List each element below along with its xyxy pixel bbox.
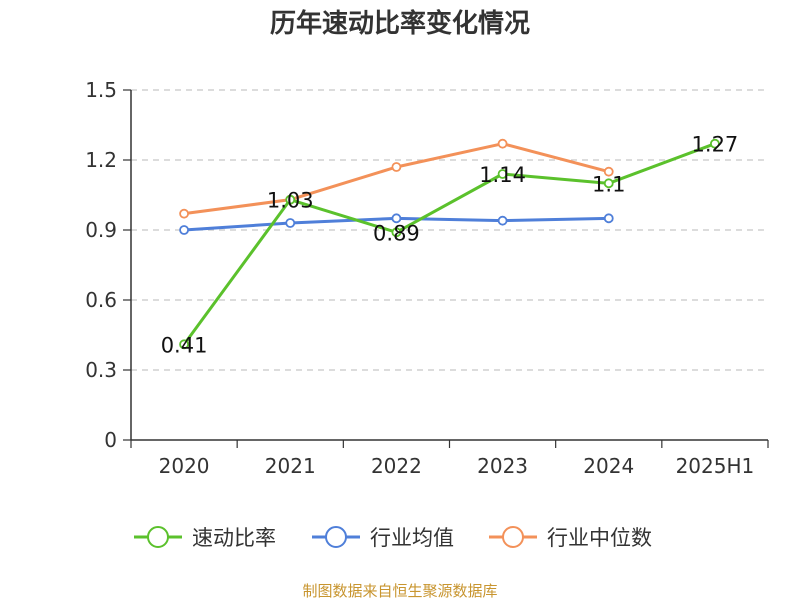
y-tick-label: 0 [104,428,117,452]
x-tick-label: 2020 [159,454,210,478]
data-label: 1.1 [592,172,625,196]
source-note: 制图数据来自恒生聚源数据库 [302,582,497,600]
series-point-2 [391,162,402,172]
data-label: 0.89 [373,221,420,245]
series-point-1 [603,213,614,224]
series-point-0 [497,169,508,179]
series-point-1 [285,218,296,228]
series-point-1 [179,225,189,235]
y-tick-label: 0.9 [85,218,117,242]
series-point-0 [391,227,402,238]
y-tick-label: 0.3 [85,358,117,382]
y-tick-label: 1.5 [85,78,117,102]
series-lines [179,138,720,350]
legend-marker [502,526,524,548]
legend-marker [147,526,169,548]
grid-lines [131,89,768,371]
series-point-2 [179,208,189,219]
series-line-0 [182,142,716,346]
y-tick-label: 0.6 [85,288,117,312]
legend-item-2[interactable]: 行业中位数 [489,526,652,550]
axes: 0 0.3 0.6 0.9 1.2 1.5 2020 2021 2022 2023 2024 2025… [85,78,769,478]
x-tick-label: 2021 [265,454,316,478]
legend: 速动比率 行业均值 行业中位数 [134,526,652,550]
series-point-0 [603,178,614,189]
x-tick-label: 2023 [477,454,528,478]
y-tick-label: 1.2 [85,148,117,172]
legend-item-1[interactable]: 行业均值 [312,526,454,550]
series-point-0 [179,339,189,350]
legend-item-0[interactable]: 速动比率 [134,526,276,550]
data-labels: 0.41 1.03 0.89 1.14 1.1 1.27 [161,133,739,358]
data-label: 1.03 [267,189,314,213]
legend-label: 行业中位数 [547,526,652,550]
series-point-0 [710,138,720,149]
series-point-2 [497,138,508,149]
x-tick-label: 2025H1 [676,454,755,478]
series-point-0 [285,194,296,205]
x-tick-label: 2022 [371,454,422,478]
legend-label: 速动比率 [192,526,276,550]
series-point-2 [603,166,614,177]
data-label: 1.27 [692,133,739,157]
series-point-1 [497,215,508,226]
series-point-1 [391,213,402,224]
chart-title: 历年速动比率变化情况 [270,8,530,39]
legend-label: 行业均值 [370,526,454,550]
legend-marker [325,526,347,548]
x-tick-label: 2024 [583,454,634,478]
data-label: 0.41 [161,333,208,357]
data-label: 1.14 [479,163,526,187]
